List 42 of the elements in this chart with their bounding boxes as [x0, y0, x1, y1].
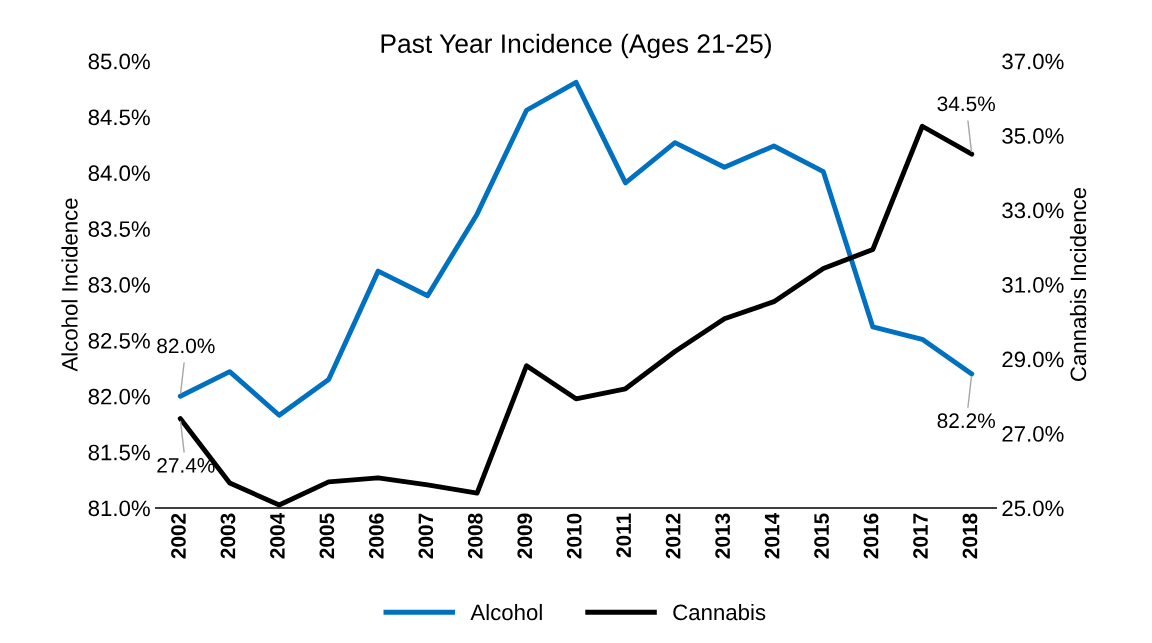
x-tick-label: 2014	[764, 512, 780, 559]
y2-tick-label: 35.0%	[1002, 128, 1064, 144]
y2-tick-label: 31.0%	[1002, 277, 1064, 293]
y-tick-label: 83.5%	[88, 221, 150, 237]
data-label: 82.0%	[157, 338, 215, 354]
y-tick-label: 82.0%	[88, 388, 150, 405]
x-tick-label: 2013	[715, 513, 731, 559]
y2-tick-label: 25.0%	[1002, 500, 1064, 517]
y-axis-title: Alcohol Incidence	[61, 198, 78, 372]
x-tick-label: 2017	[913, 513, 928, 559]
legend-label: Alcohol	[470, 603, 542, 621]
legend-label: Cannabis	[673, 603, 766, 621]
x-tick-label: 2009	[517, 513, 533, 559]
x-tick-label: 2007	[418, 513, 434, 559]
x-tick-label: 2016	[863, 513, 879, 559]
x-tick-label: 2015	[814, 513, 829, 559]
y-tick-label: 81.5%	[88, 444, 150, 461]
x-tick-label: 2008	[467, 513, 483, 559]
y-tick-label: 85.0%	[88, 53, 150, 70]
x-tick-label: 2003	[220, 513, 236, 559]
y-tick-label: 84.5%	[88, 109, 150, 126]
x-tick-label: 2010	[566, 513, 582, 559]
data-label: 34.5%	[937, 96, 995, 112]
y2-tick-label: 29.0%	[1002, 351, 1064, 368]
x-tick-label: 2005	[319, 513, 335, 559]
x-tick-label: 2012	[665, 513, 681, 559]
x-tick-label: 2004	[270, 512, 285, 559]
y2-tick-label: 27.0%	[1002, 426, 1064, 442]
x-tick-label: 2018	[962, 513, 978, 559]
y2-axis-title: Cannabis Incidence	[1069, 187, 1087, 381]
y-tick-label: 82.5%	[88, 332, 150, 349]
y-tick-label: 81.0%	[88, 500, 150, 517]
x-tick-label: 2006	[368, 513, 384, 559]
y-tick-label: 84.0%	[88, 165, 150, 182]
chart-title: Past Year Incidence (Ages 21-25)	[381, 33, 771, 59]
data-label: 82.2%	[937, 413, 995, 429]
y2-tick-label: 33.0%	[1002, 202, 1064, 219]
x-tick-label: 2011	[616, 513, 632, 558]
y-tick-label: 83.0%	[88, 277, 150, 293]
x-tick-label: 2002	[171, 513, 186, 559]
y2-tick-label: 37.0%	[1002, 53, 1064, 70]
data-label: 27.4%	[157, 458, 215, 473]
